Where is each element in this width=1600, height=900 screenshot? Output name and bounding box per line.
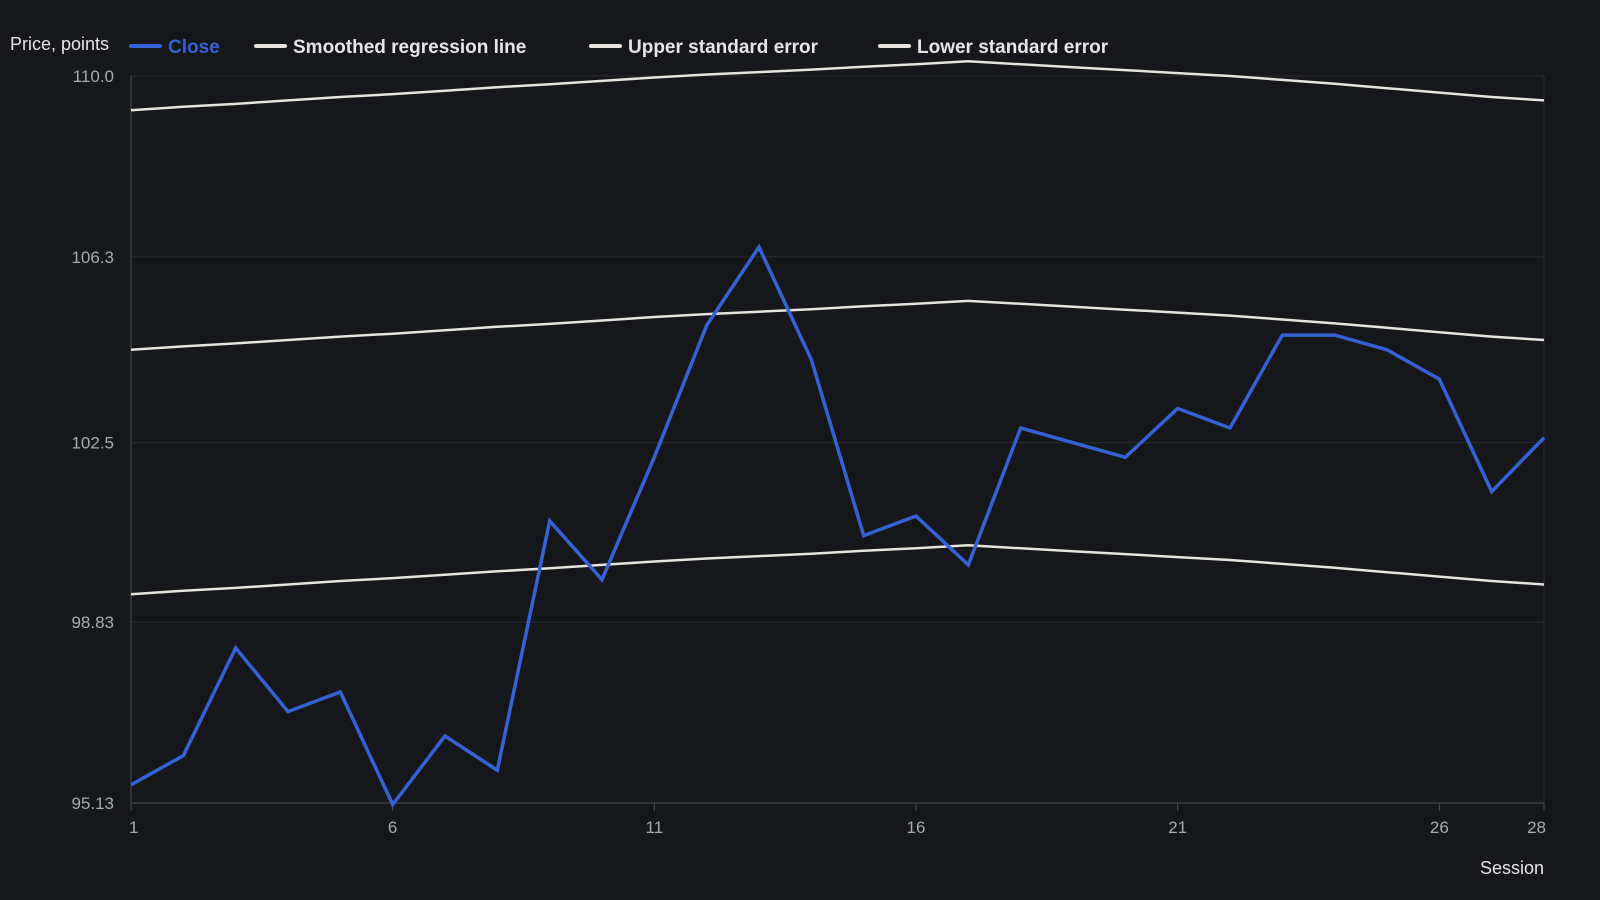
legend-label-1: Smoothed regression line: [293, 37, 526, 58]
y-tick-label-0: 95.13: [71, 794, 114, 813]
legend-label-3: Lower standard error: [917, 37, 1109, 58]
x-tick-label-3: 16: [907, 818, 926, 837]
legend: Close Smoothed regression line Upper stand…: [129, 37, 1109, 58]
x-axis-title: Session: [1480, 858, 1544, 878]
y-axis-title: Price, points: [10, 34, 109, 54]
series-line-upper-standard-error: [130, 60, 1545, 112]
x-tick-label-1: 6: [388, 818, 397, 837]
x-tick-label-0: 1: [129, 818, 138, 837]
y-tick-label-4: 110.0: [73, 67, 114, 86]
series-line-close: [130, 243, 1546, 808]
legend-label-2: Upper standard error: [628, 37, 819, 58]
series-lines: [130, 60, 1546, 808]
x-tick-label-5: 26: [1430, 818, 1449, 837]
y-tick-label-3: 106.3: [71, 248, 114, 267]
y-tick-label-1: 98.83: [71, 613, 114, 632]
x-tick-label-4: 21: [1168, 818, 1187, 837]
series-line-lower-standard-error: [130, 544, 1545, 596]
x-tick-label-2: 11: [646, 818, 664, 837]
x-tick-label-6: 28: [1527, 818, 1546, 837]
legend-label-0: Close: [168, 37, 220, 58]
series-line-smoothed-regression-line: [130, 299, 1545, 352]
y-tick-label-2: 102.5: [71, 434, 114, 453]
